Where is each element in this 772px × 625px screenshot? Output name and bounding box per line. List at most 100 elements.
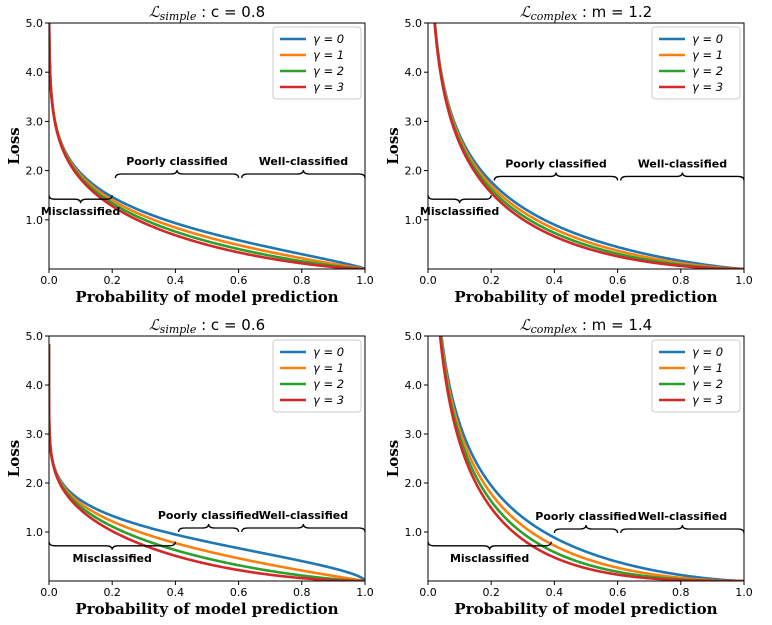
- annotation-label: Misclassified: [73, 552, 152, 565]
- y-tick-label: 3.0: [405, 115, 423, 128]
- chart-panel-3: 0.0 0.2 0.4 0.6 0.8 1.0 1.0 2.0 3.0 4.0 5.0 Probabi…: [5, 316, 374, 618]
- y-tick-label: 5.0: [405, 330, 423, 343]
- x-tick-label: 0.4: [546, 274, 564, 287]
- plot-frame: [427, 22, 745, 270]
- plot-frame: [427, 335, 745, 582]
- x-tick-label: 1.0: [356, 586, 374, 599]
- x-tick-label: 0.4: [167, 586, 185, 599]
- legend-label-gamma-3: γ = 3: [692, 393, 723, 407]
- series-line-gamma-0: [433, 23, 744, 269]
- x-tick-label: 0.4: [546, 586, 564, 599]
- x-tick-label: 0.6: [609, 586, 627, 599]
- x-tick-label: 0.2: [103, 586, 121, 599]
- legend-label-gamma-1: γ = 1: [692, 361, 723, 375]
- annotation-brace: [427, 195, 492, 204]
- legend: γ = 0 γ = 1 γ = 2 γ = 3: [651, 26, 741, 100]
- chart-title: ℒsimple : c = 0.6: [149, 316, 265, 336]
- x-axis-label: Probability of model prediction: [75, 288, 338, 306]
- annotation-label: Poorly classified: [158, 509, 259, 522]
- x-axis-label: Probability of model prediction: [454, 600, 717, 618]
- annotation-label: Poorly classified: [505, 157, 606, 170]
- legend-label-gamma-2: γ = 2: [692, 377, 723, 391]
- x-tick-label: 0.4: [167, 274, 185, 287]
- annotation-label: Poorly classified: [535, 510, 636, 523]
- chart-panel-4: 0.0 0.2 0.4 0.6 0.8 1.0 1.0 2.0 3.0 4.0 5.0 Probabi…: [384, 316, 753, 618]
- x-tick-label: 0.0: [419, 586, 437, 599]
- y-axis-label: Loss: [5, 440, 23, 477]
- x-tick-label: 1.0: [735, 274, 753, 287]
- y-tick-label: 4.0: [405, 66, 423, 79]
- x-tick-label: 0.6: [609, 274, 627, 287]
- chart-title: ℒcomplex : m = 1.4: [520, 316, 652, 336]
- annotation-brace: [48, 195, 113, 204]
- x-tick-label: 1.0: [735, 586, 753, 599]
- x-tick-label: 0.2: [482, 274, 500, 287]
- x-tick-label: 0.6: [230, 274, 248, 287]
- y-tick-label: 1.0: [405, 214, 423, 227]
- annotation-brace: [620, 172, 745, 181]
- legend-label-gamma-3: γ = 3: [313, 393, 344, 407]
- plot-frame: [48, 335, 366, 582]
- x-tick-label: 0.0: [419, 274, 437, 287]
- legend: γ = 0 γ = 1 γ = 2 γ = 3: [272, 339, 362, 413]
- y-axis-label: Loss: [5, 127, 23, 164]
- x-tick-label: 0.6: [230, 586, 248, 599]
- series-line-gamma-3: [49, 23, 365, 269]
- x-tick-label: 0.8: [672, 586, 690, 599]
- legend-box: [272, 339, 362, 413]
- legend-box: [272, 26, 362, 100]
- x-tick-label: 0.8: [293, 586, 311, 599]
- y-tick-label: 4.0: [26, 66, 44, 79]
- y-tick-label: 4.0: [405, 379, 423, 392]
- y-tick-label: 4.0: [26, 379, 44, 392]
- legend-label-gamma-1: γ = 1: [313, 48, 344, 62]
- y-axis-label: Loss: [384, 440, 402, 477]
- annotation-label: Well-classified: [259, 155, 348, 168]
- x-tick-label: 0.2: [482, 586, 500, 599]
- x-tick-label: 0.2: [103, 274, 121, 287]
- x-axis-label: Probability of model prediction: [75, 600, 338, 618]
- series-line-gamma-1: [433, 23, 744, 269]
- chart-title: ℒsimple : c = 0.8: [149, 3, 265, 23]
- x-tick-label: 0.8: [672, 274, 690, 287]
- legend-label-gamma-2: γ = 2: [313, 64, 344, 78]
- series-line-gamma-1: [439, 336, 744, 581]
- series-line-gamma-3: [438, 336, 744, 581]
- series-line-gamma-0: [440, 336, 744, 581]
- legend-box: [651, 26, 741, 100]
- legend-label-gamma-2: γ = 2: [313, 377, 344, 391]
- legend-label-gamma-3: γ = 3: [692, 80, 723, 94]
- legend: γ = 0 γ = 1 γ = 2 γ = 3: [272, 26, 362, 100]
- y-tick-label: 5.0: [405, 17, 423, 30]
- y-tick-label: 3.0: [26, 115, 44, 128]
- annotation-brace: [241, 523, 366, 533]
- x-tick-label: 0.8: [293, 274, 311, 287]
- annotation-brace: [177, 523, 240, 533]
- annotation-label: Well-classified: [638, 157, 727, 170]
- annotation-label: Misclassified: [420, 205, 499, 218]
- series-line-gamma-2: [433, 23, 744, 269]
- annotation-label: Well-classified: [638, 510, 727, 523]
- annotation-label: Well-classified: [259, 509, 348, 522]
- chart-panel-2: 0.0 0.2 0.4 0.6 0.8 1.0 1.0 2.0 3.0 4.0 5.0 Probabi…: [384, 3, 753, 306]
- y-tick-label: 1.0: [405, 526, 423, 539]
- annotation-brace: [493, 172, 619, 181]
- annotation-brace: [114, 169, 240, 179]
- x-axis-label: Probability of model prediction: [454, 288, 717, 306]
- legend-label-gamma-2: γ = 2: [692, 64, 723, 78]
- y-tick-label: 5.0: [26, 330, 44, 343]
- legend-label-gamma-1: γ = 1: [313, 361, 344, 375]
- annotation-brace: [427, 541, 552, 550]
- legend-label-gamma-1: γ = 1: [692, 48, 723, 62]
- x-tick-label: 0.0: [40, 274, 58, 287]
- plot-frame: [48, 22, 366, 270]
- legend-label-gamma-0: γ = 0: [313, 345, 344, 359]
- annotation-brace: [48, 541, 177, 550]
- chart-panel-1: 0.0 0.2 0.4 0.6 0.8 1.0 1.0 2.0 3.0 4.0 5.0 Probabi…: [5, 3, 374, 306]
- series-line-gamma-3: [49, 344, 365, 581]
- y-tick-label: 2.0: [405, 477, 423, 490]
- series-line-gamma-2: [439, 336, 744, 581]
- x-tick-label: 1.0: [356, 274, 374, 287]
- y-tick-label: 3.0: [405, 428, 423, 441]
